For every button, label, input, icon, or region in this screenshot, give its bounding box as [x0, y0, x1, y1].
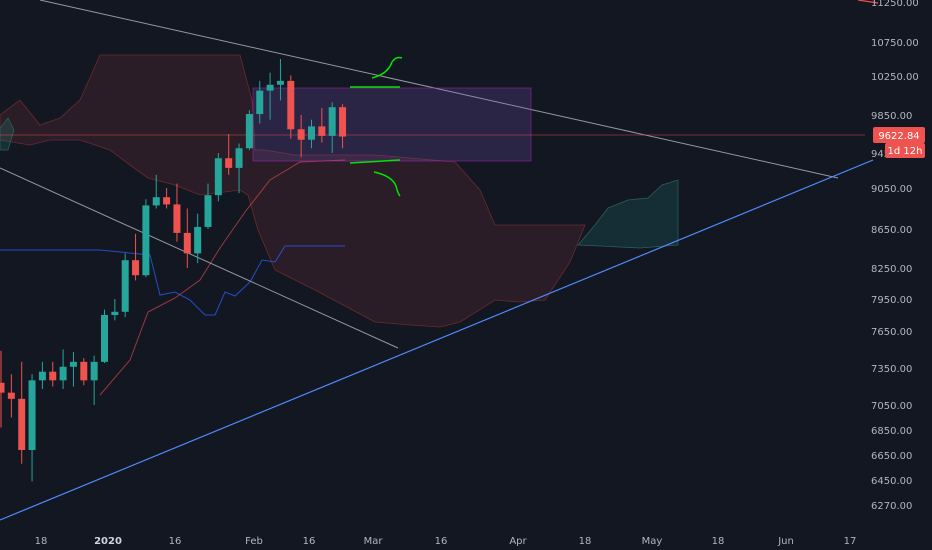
tenkan-line: [99, 159, 346, 396]
candle-bullish: [214, 158, 222, 196]
candle-bullish: [256, 90, 264, 115]
kumo-cloud-bearish: [0, 54, 586, 328]
candle-bearish: [287, 80, 295, 130]
candle-bullish: [152, 197, 160, 206]
candle-bullish: [235, 148, 243, 168]
support-trendline: [0, 159, 874, 521]
candle-bullish: [328, 107, 336, 136]
candle-bullish: [101, 315, 108, 362]
x-tick: Feb: [245, 536, 263, 547]
x-tick: 2020: [94, 536, 122, 547]
x-tick: Jun: [777, 536, 794, 547]
y-tick: 6650.00: [871, 451, 912, 462]
y-tick: 8250.00: [871, 264, 912, 275]
x-tick: 16: [435, 536, 448, 547]
x-tick: Mar: [364, 536, 384, 547]
candle-bullish: [245, 114, 253, 149]
lower-descending-trendline: [0, 167, 399, 349]
candle-bullish: [69, 361, 77, 367]
y-tick: 7650.00: [871, 327, 912, 338]
candle-bullish: [28, 380, 36, 450]
candle-bearish: [318, 126, 326, 136]
x-tick: May: [642, 536, 663, 547]
upper-trendline: [39, 0, 839, 179]
candle-bearish: [7, 392, 15, 399]
y-tick: 7050.00: [871, 401, 912, 412]
time-axis[interactable]: 18 2020 16 Feb 16 Mar 16 Apr 18 May 18 J…: [35, 536, 857, 547]
last-price-tag: 9622.84: [873, 127, 925, 143]
breakout-up-arrow: [371, 56, 403, 79]
candle-bearish: [163, 197, 171, 205]
candle-bearish: [297, 129, 305, 140]
candle-bearish: [225, 158, 233, 168]
breakdown-down-arrow: [373, 171, 401, 197]
candle-bearish: [173, 204, 181, 233]
candle-bearish: [0, 382, 5, 393]
x-tick: 18: [712, 536, 725, 547]
candle-bullish: [59, 366, 67, 381]
candles-group: [0, 59, 347, 482]
y-tick: 7950.00: [871, 295, 912, 306]
y-tick: 10750.00: [871, 38, 919, 49]
candle-bullish: [276, 80, 284, 85]
y-tick: 11250.00: [871, 0, 919, 9]
consolidation-zone: [252, 87, 532, 162]
x-tick: 18: [35, 536, 48, 547]
zone-bottom-marker: [349, 159, 401, 164]
x-tick: 17: [844, 536, 857, 547]
kumo-cloud-bullish: [0, 117, 15, 151]
y-tick: 9850.00: [871, 111, 912, 122]
candle-bearish: [80, 361, 88, 381]
x-tick: 18: [579, 536, 592, 547]
y-tick: 7350.00: [871, 364, 912, 375]
candle-bullish: [121, 260, 129, 312]
last-price-label: 9622.84: [878, 131, 919, 142]
x-tick: Apr: [509, 536, 527, 547]
candle-bearish: [183, 232, 191, 254]
candle-bullish: [194, 226, 202, 254]
candle-bearish: [49, 371, 57, 381]
y-tick: 9050.00: [871, 184, 912, 195]
countdown-label: 1d 12h: [888, 146, 923, 157]
x-tick: 16: [169, 536, 182, 547]
y-tick: 6850.00: [871, 426, 912, 437]
y-tick: 6450.00: [871, 476, 912, 487]
candle-bullish: [111, 311, 119, 315]
candle-bullish: [142, 205, 150, 276]
price-axis[interactable]: 11250.00 10750.00 10250.00 9850.00 9450.…: [871, 0, 919, 512]
x-tick: 16: [303, 536, 316, 547]
y-tick: 10250.00: [871, 72, 919, 83]
countdown-tag: 1d 12h: [885, 143, 925, 158]
candle-bullish: [38, 371, 46, 381]
kumo-cloud-bullish-future: [577, 179, 679, 249]
candle-bearish: [339, 107, 347, 137]
y-tick: 6270.00: [871, 501, 912, 512]
candle-bearish: [18, 398, 26, 450]
offscreen-indicator-line: [857, 0, 879, 4]
y-tick: 8650.00: [871, 225, 912, 236]
candle-bullish: [308, 126, 315, 140]
candle-bullish: [90, 361, 98, 381]
candle-bullish: [266, 84, 274, 91]
candle-bearish: [132, 260, 140, 276]
candle-bullish: [204, 195, 212, 227]
kijun-line: [0, 245, 345, 316]
